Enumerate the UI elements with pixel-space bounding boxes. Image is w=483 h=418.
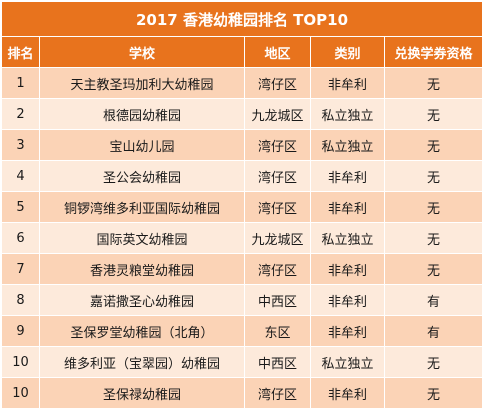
header-type: 类别 — [310, 36, 385, 68]
school-cell: 嘉诺撒圣心幼稚园 — [39, 284, 245, 316]
type-cell: 非牟利 — [310, 377, 385, 409]
rank-cell: 10 — [1, 377, 40, 409]
header-rank: 排名 — [1, 36, 40, 68]
type-cell: 非牟利 — [310, 67, 385, 99]
voucher-cell: 无 — [384, 67, 483, 99]
type-cell: 非牟利 — [310, 284, 385, 316]
kindergarten-ranking-table: 2017 香港幼稚园排名 TOP10 排名 学校 地区 类别 兑换学券资格 1 … — [1, 1, 483, 409]
table-row: 7 香港灵粮堂幼稚园 湾仔区 非牟利 无 — [1, 253, 483, 285]
type-cell: 私立独立 — [310, 222, 385, 254]
school-cell: 维多利亚（宝翠园）幼稚园 — [39, 346, 245, 378]
school-cell: 圣保罗堂幼稚园（北角） — [39, 315, 245, 347]
school-cell: 圣公会幼稚园 — [39, 160, 245, 192]
voucher-cell: 无 — [384, 191, 483, 223]
voucher-cell: 无 — [384, 346, 483, 378]
table-row: 10 圣保禄幼稚园 湾仔区 非牟利 无 — [1, 377, 483, 409]
voucher-cell: 无 — [384, 129, 483, 161]
voucher-cell: 无 — [384, 377, 483, 409]
table-row: 2 根德园幼稚园 九龙城区 私立独立 无 — [1, 98, 483, 130]
table-row: 4 圣公会幼稚园 湾仔区 非牟利 无 — [1, 160, 483, 192]
type-cell: 非牟利 — [310, 253, 385, 285]
voucher-cell: 无 — [384, 253, 483, 285]
header-district: 地区 — [244, 36, 311, 68]
rank-cell: 3 — [1, 129, 40, 161]
type-cell: 非牟利 — [310, 191, 385, 223]
header-school: 学校 — [39, 36, 245, 68]
district-cell: 中西区 — [244, 346, 311, 378]
table-row: 5 铜锣湾维多利亚国际幼稚园 湾仔区 非牟利 无 — [1, 191, 483, 223]
table-title-row: 2017 香港幼稚园排名 TOP10 — [1, 1, 483, 37]
school-cell: 香港灵粮堂幼稚园 — [39, 253, 245, 285]
rank-cell: 5 — [1, 191, 40, 223]
rank-cell: 10 — [1, 346, 40, 378]
school-cell: 铜锣湾维多利亚国际幼稚园 — [39, 191, 245, 223]
type-cell: 非牟利 — [310, 160, 385, 192]
type-cell: 非牟利 — [310, 315, 385, 347]
header-voucher: 兑换学券资格 — [384, 36, 483, 68]
type-cell: 私立独立 — [310, 98, 385, 130]
table-row: 1 天主教圣玛加利大幼稚园 湾仔区 非牟利 无 — [1, 67, 483, 99]
table-row: 8 嘉诺撒圣心幼稚园 中西区 非牟利 有 — [1, 284, 483, 316]
rank-cell: 6 — [1, 222, 40, 254]
table-row: 9 圣保罗堂幼稚园（北角） 东区 非牟利 有 — [1, 315, 483, 347]
table-header-row: 排名 学校 地区 类别 兑换学券资格 — [1, 36, 483, 68]
school-cell: 天主教圣玛加利大幼稚园 — [39, 67, 245, 99]
rank-cell: 9 — [1, 315, 40, 347]
voucher-cell: 无 — [384, 160, 483, 192]
voucher-cell: 有 — [384, 315, 483, 347]
district-cell: 湾仔区 — [244, 129, 311, 161]
district-cell: 湾仔区 — [244, 253, 311, 285]
school-cell: 国际英文幼稚园 — [39, 222, 245, 254]
district-cell: 九龙城区 — [244, 98, 311, 130]
type-cell: 私立独立 — [310, 346, 385, 378]
district-cell: 湾仔区 — [244, 377, 311, 409]
district-cell: 东区 — [244, 315, 311, 347]
school-cell: 根德园幼稚园 — [39, 98, 245, 130]
school-cell: 宝山幼儿园 — [39, 129, 245, 161]
school-cell: 圣保禄幼稚园 — [39, 377, 245, 409]
district-cell: 湾仔区 — [244, 191, 311, 223]
voucher-cell: 有 — [384, 284, 483, 316]
district-cell: 中西区 — [244, 284, 311, 316]
rank-cell: 7 — [1, 253, 40, 285]
voucher-cell: 无 — [384, 222, 483, 254]
table-title: 2017 香港幼稚园排名 TOP10 — [1, 1, 483, 37]
district-cell: 九龙城区 — [244, 222, 311, 254]
rank-cell: 2 — [1, 98, 40, 130]
table-row: 6 国际英文幼稚园 九龙城区 私立独立 无 — [1, 222, 483, 254]
rank-cell: 4 — [1, 160, 40, 192]
voucher-cell: 无 — [384, 98, 483, 130]
table-row: 10 维多利亚（宝翠园）幼稚园 中西区 私立独立 无 — [1, 346, 483, 378]
district-cell: 湾仔区 — [244, 160, 311, 192]
district-cell: 湾仔区 — [244, 67, 311, 99]
table-row: 3 宝山幼儿园 湾仔区 私立独立 无 — [1, 129, 483, 161]
rank-cell: 1 — [1, 67, 40, 99]
rank-cell: 8 — [1, 284, 40, 316]
type-cell: 私立独立 — [310, 129, 385, 161]
